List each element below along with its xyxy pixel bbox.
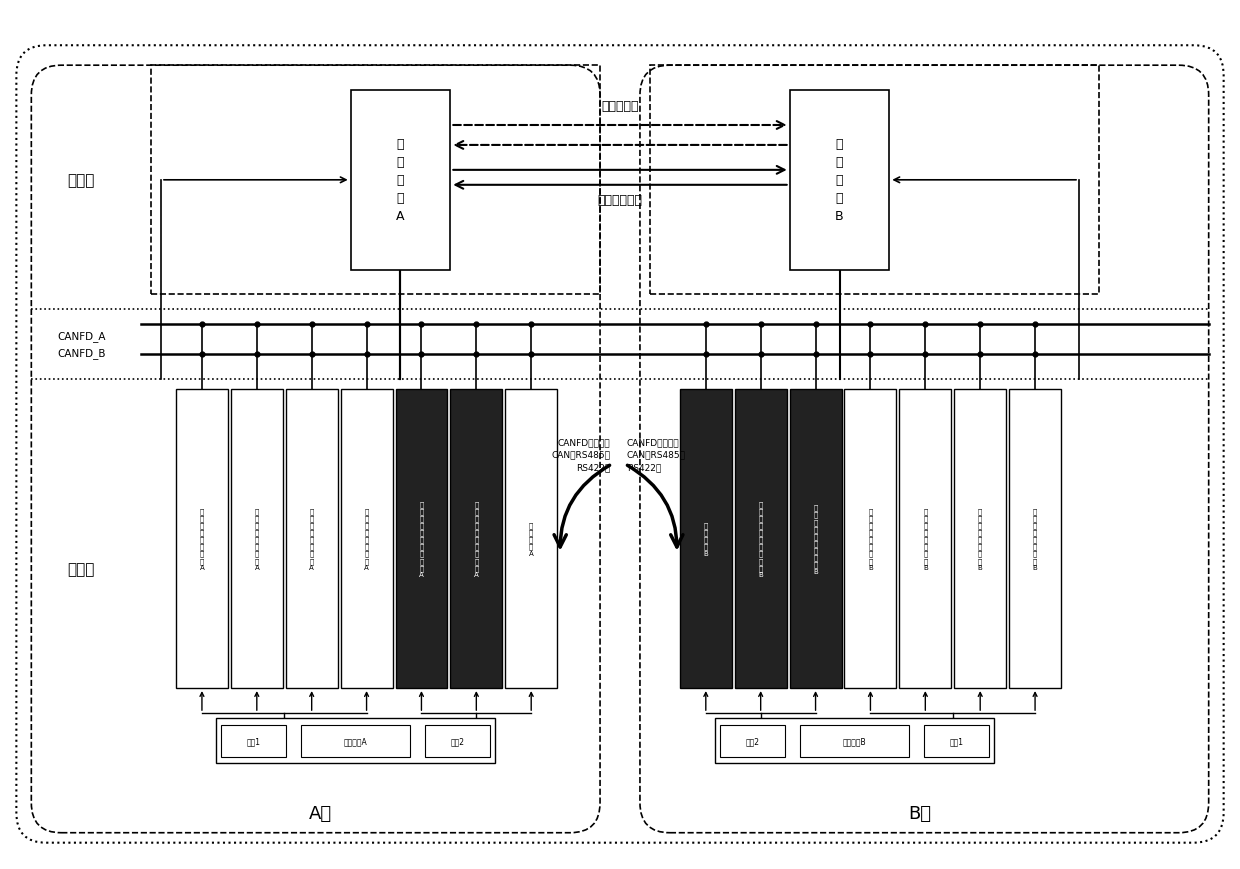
Bar — [221, 726, 285, 757]
Text: 电源1: 电源1 — [247, 737, 260, 746]
Text: A系: A系 — [309, 804, 332, 822]
Text: 非
安
全
模
拟
输
入
出
模
块
A: 非 安 全 模 拟 输 入 出 模 块 A — [474, 501, 479, 578]
Text: 通
信
模
块
B: 通 信 模 块 B — [703, 522, 708, 556]
Text: 生命信息方波: 生命信息方波 — [598, 194, 642, 207]
Text: 冗余以太网: 冗余以太网 — [601, 99, 639, 112]
Bar — [151, 66, 600, 295]
Bar — [450, 389, 502, 688]
Text: 执行层: 执行层 — [67, 561, 95, 576]
Bar — [301, 726, 410, 757]
Bar — [650, 66, 1099, 295]
Bar — [719, 726, 785, 757]
Text: CANFD_A
CANFD_B: CANFD_A CANFD_B — [57, 331, 105, 359]
Text: 通
信
模
块
A: 通 信 模 块 A — [528, 522, 533, 556]
Text: CANFD、以太网
CAN、RS485、
RS422等: CANFD、以太网 CAN、RS485、 RS422等 — [551, 437, 610, 471]
Bar — [1009, 389, 1061, 688]
Bar — [714, 719, 994, 763]
Text: B系: B系 — [908, 804, 931, 822]
Text: 安
全
频
率
输
入
模
块
A: 安 全 频 率 输 入 模 块 A — [309, 507, 314, 570]
Bar — [396, 389, 448, 688]
Text: 电源2: 电源2 — [451, 737, 465, 746]
Text: 安
全
数
字
输
出
模
块
A: 安 全 数 字 输 出 模 块 A — [200, 507, 205, 570]
Bar — [351, 91, 450, 270]
Bar — [341, 389, 393, 688]
Bar — [735, 389, 786, 688]
Text: 安
全
数
字
输
入
模
块
B: 安 全 数 字 输 入 模 块 B — [978, 507, 982, 570]
Text: 主
控
模
块
A: 主 控 模 块 A — [397, 138, 404, 223]
Text: 安
全
模
拟
输
入
模
块
B: 安 全 模 拟 输 入 模 块 B — [868, 507, 873, 570]
Text: CANFD、以太网
CAN、RS485、
RS422等: CANFD、以太网 CAN、RS485、 RS422等 — [627, 437, 686, 471]
Text: 安
全
数
字
输
入
模
块
A: 安 全 数 字 输 入 模 块 A — [254, 507, 259, 570]
Bar — [899, 389, 951, 688]
Text: 非
安
全
数
字
输
入
出
模
块
B: 非 安 全 数 字 输 入 出 模 块 B — [759, 501, 763, 578]
Bar — [425, 726, 490, 757]
Text: 安
全
模
拟
输
入
模
块
A: 安 全 模 拟 输 入 模 块 A — [365, 507, 370, 570]
Text: 电源2: 电源2 — [745, 737, 759, 746]
Text: 主
控
模
块
B: 主 控 模 块 B — [836, 138, 843, 223]
Bar — [790, 91, 889, 270]
Bar — [505, 389, 557, 688]
Text: 电源模块B: 电源模块B — [843, 737, 867, 746]
Text: 安
全
频
率
输
入
模
块
B: 安 全 频 率 输 入 模 块 B — [923, 507, 928, 570]
Text: 主控层: 主控层 — [67, 173, 95, 188]
Bar — [790, 389, 842, 688]
Bar — [176, 389, 228, 688]
Bar — [680, 389, 732, 688]
Bar — [285, 389, 337, 688]
Text: 非
安
全
数
字
输
入
出
模
块
A: 非 安 全 数 字 输 入 出 模 块 A — [419, 501, 424, 578]
Text: 安
全
数
字
输
出
模
块
B: 安 全 数 字 输 出 模 块 B — [1033, 507, 1038, 570]
Bar — [844, 389, 897, 688]
Text: 电源1: 电源1 — [950, 737, 963, 746]
Bar — [231, 389, 283, 688]
Text: 电源模块A: 电源模块A — [343, 737, 367, 746]
Bar — [800, 726, 909, 757]
Bar — [955, 389, 1006, 688]
Bar — [216, 719, 495, 763]
Text: 非
安
全
模
拟
输
入
模
块
B: 非 安 全 模 拟 输 入 模 块 B — [813, 504, 818, 574]
Bar — [924, 726, 990, 757]
